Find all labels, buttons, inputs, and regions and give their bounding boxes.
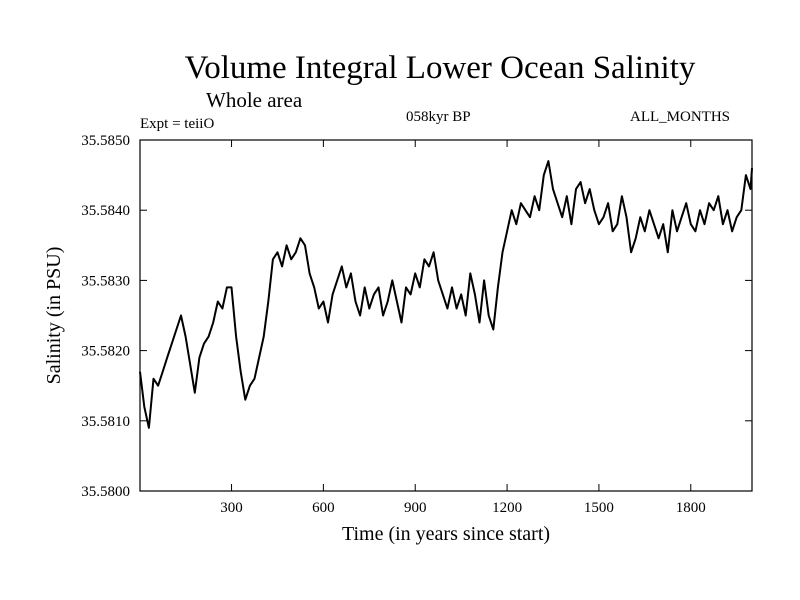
chart-title: Volume Integral Lower Ocean Salinity	[184, 50, 696, 86]
plot-frame	[139, 139, 753, 492]
y-tick-label: 35.5810	[81, 414, 130, 430]
x-tick-label: 300	[220, 500, 243, 516]
x-tick-label: 600	[312, 500, 335, 516]
months-label: ALL_MONTHS	[630, 109, 730, 125]
y-tick-label: 35.5820	[81, 344, 130, 360]
salinity-series-line	[139, 160, 753, 429]
y-tick-label: 35.5840	[81, 203, 130, 219]
x-tick-label: 1800	[676, 500, 706, 516]
x-tick-label: 1500	[584, 500, 614, 516]
y-axis-label: Salinity (in PSU)	[43, 247, 65, 385]
y-tick-label: 35.5850	[81, 133, 130, 149]
x-tick-label: 900	[404, 500, 427, 516]
x-axis-label: Time (in years since start)	[342, 523, 550, 545]
period-label: 058kyr BP	[406, 109, 471, 125]
x-tick-label: 1200	[492, 500, 522, 516]
y-tick-label: 35.5830	[81, 273, 130, 289]
chart-subtitle: Whole area	[206, 88, 303, 112]
y-tick-label: 35.5800	[81, 484, 130, 500]
experiment-label: Expt = teiiO	[140, 116, 215, 132]
